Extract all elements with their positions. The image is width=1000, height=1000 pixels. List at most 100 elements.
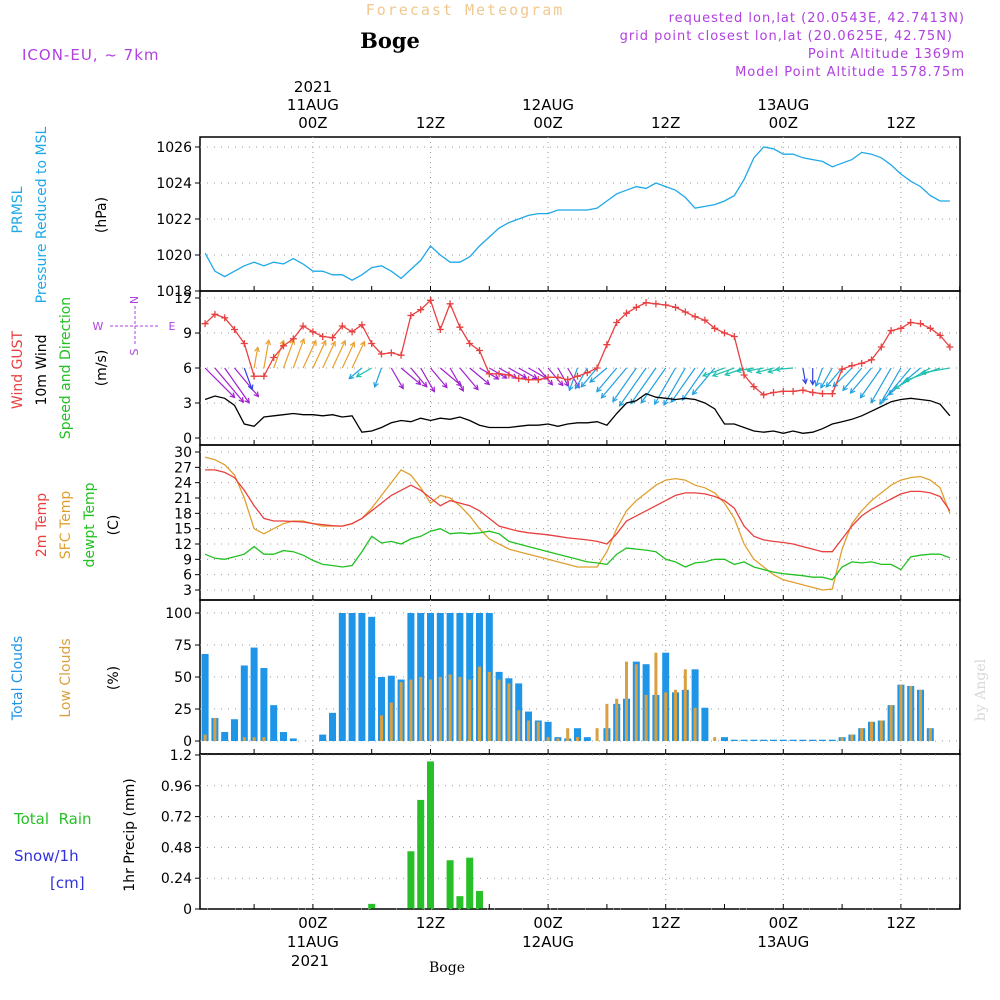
wind-arrow-head [596,386,602,393]
wind-ytick-label: 3 [183,396,192,412]
gust-marker [476,347,483,354]
gust-marker [466,340,474,347]
gust-marker [505,371,513,379]
gust-marker [897,324,905,332]
low-cloud-bar [507,683,511,741]
gust-marker [809,389,817,396]
gust-marker [760,391,768,399]
temp-ytick-label: 6 [183,568,192,584]
cloud-ytick-label: 0 [183,734,192,750]
pressure-ytick-label: 1018 [156,284,192,300]
wind-arrow-head [493,374,500,380]
wind-arrow [420,367,435,392]
low-cloud-bar [380,715,383,741]
tcc-label: Total Clouds [10,636,26,721]
gust-line [204,299,951,396]
wind-arrow [557,367,569,387]
wind-arrow [341,342,355,369]
top-time-label: 00Z [769,114,798,132]
wind-arrow-head [893,383,900,390]
wind-arrow [630,367,657,404]
bottom-time-label: 12Z [416,914,445,932]
rain-bar [476,891,483,909]
cloud-ytick-label: 50 [174,670,192,686]
wind-arrow [214,367,244,403]
wind-arrow-head [265,338,271,346]
gust-marker [358,321,366,329]
wind-arrow [712,367,735,377]
wind-arrow-head [456,380,463,387]
wind-arrow [400,367,422,385]
gust-marker [446,300,454,308]
rain-bar [456,896,464,909]
gust-marker [672,303,679,311]
total-cloud-bar [583,737,591,741]
compass-n: N [128,296,141,304]
wind-arrow-head [755,368,762,375]
gust-marker [652,300,660,308]
gust-marker [907,319,915,326]
total-cloud-bar [760,739,768,741]
wind-arrow-head [724,370,731,377]
pct-label: (%) [106,666,122,690]
low-cloud-bar [399,682,403,741]
wind-arrow [312,340,327,369]
wind-arrow [682,367,706,401]
low-cloud-bar [899,684,903,741]
low-cloud-bar [203,734,207,741]
total-cloud-bar [721,737,728,741]
gust-marker [779,387,787,395]
temp-ytick-label: 24 [174,476,192,492]
gust-marker [240,340,248,347]
wind-arrow-head [882,395,889,402]
low-cloud-bar [870,721,873,741]
gust-marker [201,320,209,328]
precip-panel: 0 0.24 0.48 0.72 0.96 1.2 [161,748,961,918]
wind-arrow [253,347,259,369]
low-cloud-bar [566,728,570,741]
wind-arrow [870,367,892,403]
wind-arrow-head [580,381,587,388]
low-cloud-bar [664,692,668,741]
total-cloud-bar [574,728,581,741]
wind-arrow [612,367,637,402]
gust-marker [495,370,503,378]
rain-label: Total Rain [13,810,92,828]
compass-w: W [93,320,104,333]
low-cloud-bar [928,728,932,741]
compass-rose: N S W E [93,296,176,356]
wind-arrow-head [279,339,285,346]
total-cloud-bar [348,613,356,741]
gust-marker [838,365,846,373]
low-cloud-bar [213,717,217,741]
wind-arrow [273,340,285,369]
wind-arrow-head [421,381,428,388]
wind-arrow [322,341,336,369]
wind-ytick-label: 12 [174,291,192,307]
wind-arrow [282,339,295,369]
total-cloud-bar [270,705,278,741]
low-cloud-bar [889,705,893,741]
sfc-temp-line [204,456,951,591]
wind-arrow-head [842,385,848,392]
wind-arrow [204,367,236,398]
precip-axis-label: 1hr Precip (mm) [122,778,138,891]
footer-location: Boge [429,960,465,976]
gust-marker [583,369,591,377]
low-cloud-bar [487,671,491,741]
wind-arrow-head [531,373,538,380]
low-cloud-bar [840,737,844,741]
wind-arrow [640,367,667,404]
temp-ytick-label: 21 [174,491,192,507]
gust-marker [280,342,287,350]
wind-arrow [508,367,527,379]
wind-arrow-head [501,373,508,379]
gust-marker [456,323,464,331]
wind-arrow-head [767,368,774,374]
low-cloud-bar [693,707,697,741]
wind-arrow-head [600,392,607,399]
total-cloud-bar [799,739,807,741]
wind-arrow [747,367,764,372]
low-cloud-bar [919,689,922,741]
